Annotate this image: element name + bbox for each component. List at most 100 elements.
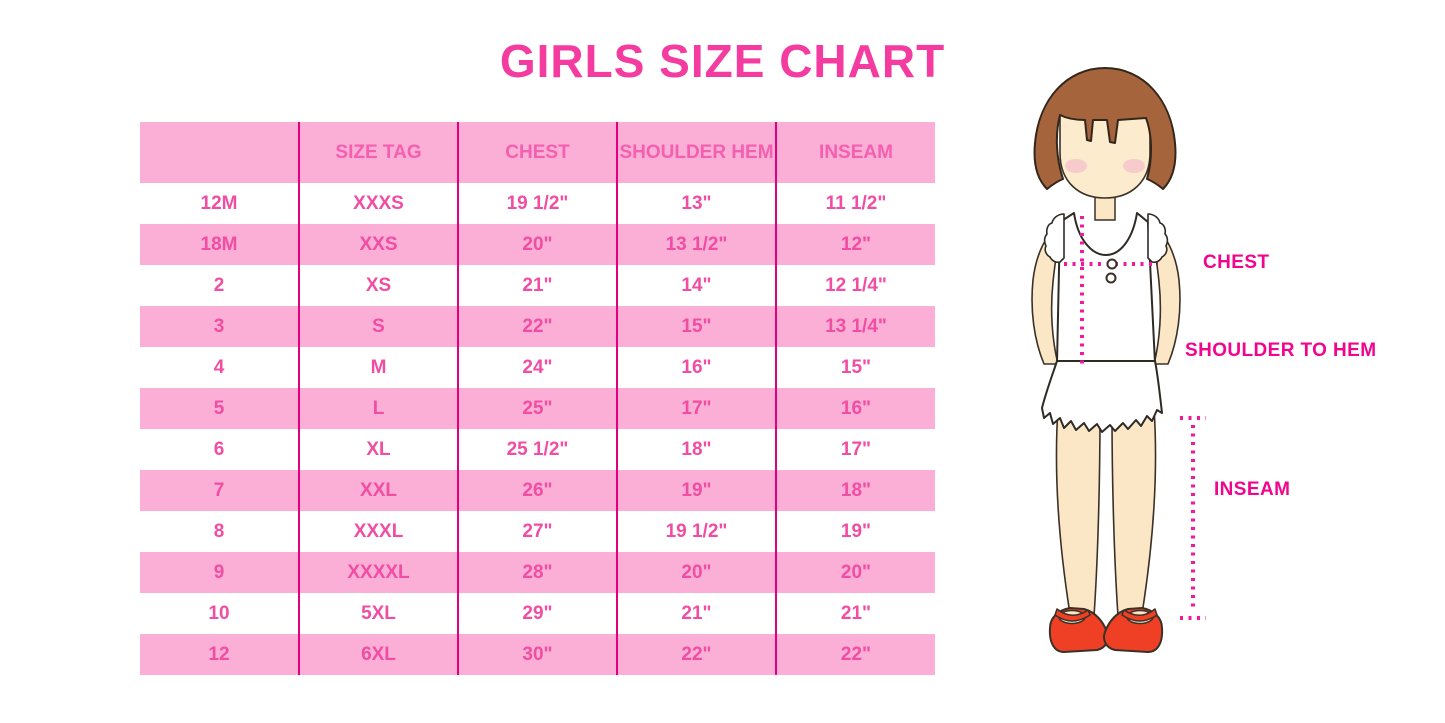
- size-cell: 21": [616, 593, 776, 634]
- right-shoe: [1103, 607, 1164, 653]
- size-cell: 19 1/2": [616, 511, 776, 552]
- size-cell: 6: [140, 429, 299, 470]
- size-cell: 25 1/2": [457, 429, 617, 470]
- inseam-dotted-line: [1180, 416, 1206, 620]
- size-cell: 25": [457, 388, 617, 429]
- size-cell: 18": [775, 470, 935, 511]
- size-row: 8 XXXL 27" 19 1/2" 19": [140, 511, 935, 552]
- size-cell: 19": [616, 470, 776, 511]
- size-cell: 24": [457, 347, 617, 388]
- size-cell: 9: [140, 552, 299, 593]
- size-cell: 4: [140, 347, 299, 388]
- size-cell: 18M: [140, 224, 299, 265]
- size-cell: 18": [616, 429, 776, 470]
- size-cell: 22": [616, 634, 776, 675]
- size-cell: 5: [140, 388, 299, 429]
- size-row: 6 XL 25 1/2" 18" 17": [140, 429, 935, 470]
- face: [1059, 112, 1151, 199]
- size-cell: 22": [775, 634, 935, 675]
- size-cell: 28": [457, 552, 617, 593]
- left-blush: [1065, 159, 1087, 173]
- size-cell: 20": [775, 552, 935, 593]
- size-cell: 14": [616, 265, 776, 306]
- size-cell: 7: [140, 470, 299, 511]
- size-table-body: 12M XXXS 19 1/2" 13" 11 1/2" 18M XXS 20" 13 1/2"…: [140, 183, 935, 675]
- size-cell: 19 1/2": [457, 183, 617, 224]
- size-cell: 2: [140, 265, 299, 306]
- girl-illustration: [1031, 67, 1206, 653]
- size-cell: XS: [298, 265, 458, 306]
- size-cell: 20": [616, 552, 776, 593]
- size-cell: 15": [775, 347, 935, 388]
- left-shoe: [1048, 607, 1109, 653]
- size-row: 18M XXS 20" 13 1/2" 12": [140, 224, 935, 265]
- size-chart: SIZE TAG CHEST SHOULDER HEM INSEAM 12M XXXS 1…: [140, 122, 935, 675]
- size-cell: XL: [298, 429, 458, 470]
- size-cell: 13 1/2": [616, 224, 776, 265]
- size-cell: XXXXL: [298, 552, 458, 593]
- size-cell: 12: [140, 634, 299, 675]
- page-title: GIRLS SIZE CHART: [499, 35, 946, 87]
- size-cell: 8: [140, 511, 299, 552]
- size-cell: 5XL: [298, 593, 458, 634]
- size-cell: 27": [457, 511, 617, 552]
- size-cell: 22": [457, 306, 617, 347]
- shoulder-to-hem-label: SHOULDER TO HEM: [1185, 340, 1377, 361]
- size-row: 10 5XL 29" 21" 21": [140, 593, 935, 634]
- size-cell: 11 1/2": [775, 183, 935, 224]
- size-cell: 21": [775, 593, 935, 634]
- size-cell: 16": [616, 347, 776, 388]
- size-cell: 21": [457, 265, 617, 306]
- size-table-head-row: SIZE TAG CHEST SHOULDER HEM INSEAM: [140, 122, 935, 183]
- size-cell: 15": [616, 306, 776, 347]
- header-cell: SHOULDER HEM: [616, 122, 776, 183]
- inseam-label: INSEAM: [1214, 479, 1291, 500]
- size-row: 12M XXXS 19 1/2" 13" 11 1/2": [140, 183, 935, 224]
- size-cell: 20": [457, 224, 617, 265]
- size-cell: 3: [140, 306, 299, 347]
- size-cell: XXL: [298, 470, 458, 511]
- size-cell: 13 1/4": [775, 306, 935, 347]
- size-row: 7 XXL 26" 19" 18": [140, 470, 935, 511]
- skirt: [1041, 360, 1163, 433]
- size-cell: 17": [775, 429, 935, 470]
- size-row: 3 S 22" 15" 13 1/4": [140, 306, 935, 347]
- size-cell: 13": [616, 183, 776, 224]
- size-row: 2 XS 21" 14" 12 1/4": [140, 265, 935, 306]
- chest-label: CHEST: [1203, 252, 1270, 273]
- bodice: [1056, 212, 1156, 364]
- size-cell: 12": [775, 224, 935, 265]
- size-cell: S: [298, 306, 458, 347]
- header-cell: [140, 122, 299, 183]
- size-cell: 12 1/4": [775, 265, 935, 306]
- top-button-icon: [1106, 258, 1118, 270]
- size-cell: 12M: [140, 183, 299, 224]
- hair: [1033, 67, 1177, 190]
- right-leg: [1111, 407, 1157, 617]
- size-row: 9 XXXXL 28" 20" 20": [140, 552, 935, 593]
- size-cell: 17": [616, 388, 776, 429]
- size-cell: 29": [457, 593, 617, 634]
- size-cell: 16": [775, 388, 935, 429]
- left-leg: [1055, 407, 1101, 617]
- header-cell: CHEST: [457, 122, 617, 183]
- size-table: SIZE TAG CHEST SHOULDER HEM INSEAM 12M XXXS 1…: [140, 122, 935, 675]
- size-cell: XXS: [298, 224, 458, 265]
- header-cell: SIZE TAG: [298, 122, 458, 183]
- bottom-button-icon: [1105, 272, 1117, 284]
- left-frill: [1043, 213, 1065, 264]
- size-cell: 10: [140, 593, 299, 634]
- size-row: 12 6XL 30" 22" 22": [140, 634, 935, 675]
- size-cell: XXXL: [298, 511, 458, 552]
- size-cell: 6XL: [298, 634, 458, 675]
- size-row: 4 M 24" 16" 15": [140, 347, 935, 388]
- size-cell: 30": [457, 634, 617, 675]
- size-cell: L: [298, 388, 458, 429]
- size-cell: XXXS: [298, 183, 458, 224]
- size-cell: 19": [775, 511, 935, 552]
- header-cell: INSEAM: [775, 122, 935, 183]
- right-blush: [1123, 159, 1145, 173]
- size-cell: M: [298, 347, 458, 388]
- size-row: 5 L 25" 17" 16": [140, 388, 935, 429]
